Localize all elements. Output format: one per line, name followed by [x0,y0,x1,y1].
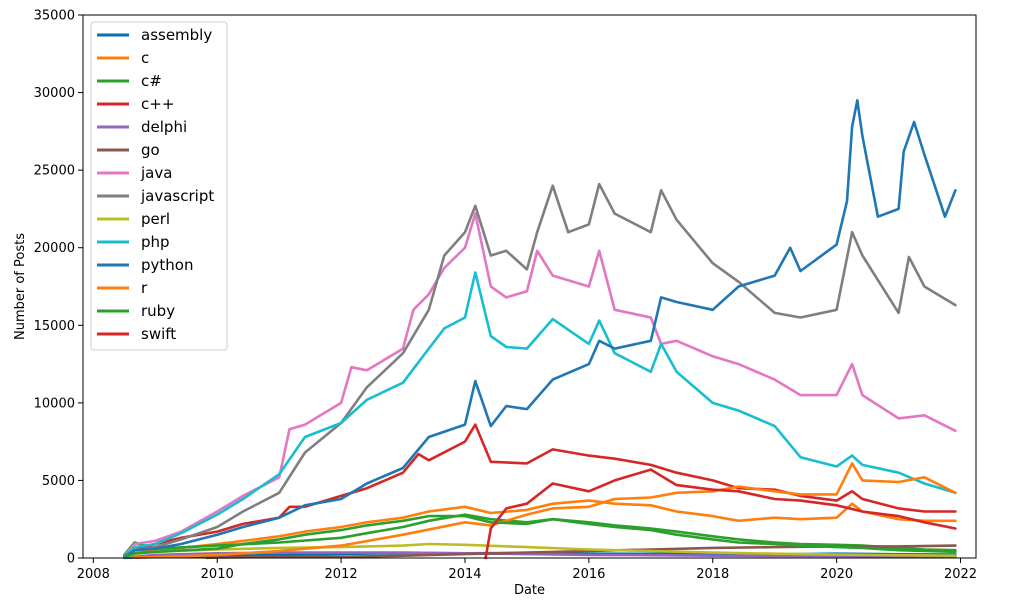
x-axis-label: Date [514,583,545,598]
series-line-php [123,271,957,558]
legend-label-php: php [141,233,170,251]
series-line-ruby [123,514,957,559]
x-tick-label: 2020 [820,567,853,582]
y-tick-label: 10000 [34,396,75,411]
y-tick-label: 0 [67,552,75,567]
x-tick-label: 2010 [201,567,234,582]
legend-label-c++: c++ [141,95,174,113]
legend-label-go: go [141,141,160,159]
series-line-swift [484,468,957,560]
y-tick-label: 5000 [42,474,75,489]
legend-label-javascript: javascript [140,187,214,205]
legend-label-c#: c# [141,72,162,90]
y-axis-label: Number of Posts [13,233,28,340]
legend-label-c: c [141,49,149,67]
x-tick-label: 2016 [572,567,605,582]
x-tick-label: 2014 [448,567,481,582]
x-tick-label: 2022 [944,567,977,582]
legend-label-perl: perl [141,210,170,228]
y-tick-label: 30000 [34,86,75,101]
y-axis: 0 5000 10000 15000 20000 25000 30000 35000 [34,9,83,567]
x-tick-label: 2008 [77,567,110,582]
series-line-c [123,499,957,559]
legend-label-delphi: delphi [141,118,187,136]
series-line-python [123,99,957,559]
legend-label-r: r [141,279,148,297]
series-line-javascript [123,182,957,559]
x-tick-label: 2012 [325,567,358,582]
legend-label-python: python [141,256,193,274]
x-axis: 2008 2010 2012 2014 2016 2018 2020 2022 [77,558,977,582]
y-tick-label: 15000 [34,319,75,334]
y-tick-label: 20000 [34,241,75,256]
series-line-r [133,462,957,559]
legend-label-swift: swift [141,325,176,343]
legend-label-ruby: ruby [141,302,175,320]
series-line-c++ [123,423,957,558]
series-line-java [123,212,957,558]
y-tick-label: 35000 [34,9,75,24]
legend-label-java: java [140,164,172,182]
x-tick-label: 2018 [696,567,729,582]
plot-area-frame [82,14,977,559]
y-tick-label: 25000 [34,164,75,179]
legend: assembly c c# c++ delphi go java javascript perl… [90,21,228,351]
series-layer [123,99,957,560]
legend-label-assembly: assembly [141,26,212,44]
